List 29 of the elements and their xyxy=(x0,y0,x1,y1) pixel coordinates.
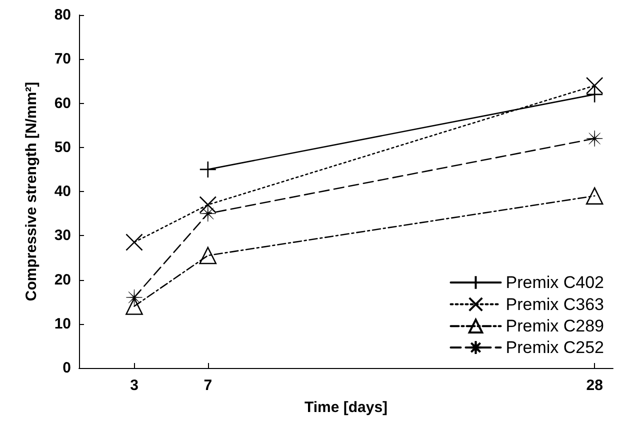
point xyxy=(199,196,217,214)
y-tick-label: 0 xyxy=(62,360,71,376)
x-tick-label: 28 xyxy=(586,377,603,394)
x-axis-title: Time [days] xyxy=(304,399,388,416)
point xyxy=(586,86,604,104)
point xyxy=(586,187,604,205)
y-tick-label: 20 xyxy=(54,271,71,288)
point xyxy=(126,298,143,315)
point xyxy=(200,205,216,222)
legend-label: Premix C252 xyxy=(506,338,604,357)
y-tick-label: 50 xyxy=(54,138,71,156)
y-tick-label: 30 xyxy=(54,227,71,244)
legend-label: Premix C363 xyxy=(506,294,604,314)
x-tick-label: 7 xyxy=(204,377,212,394)
legend-label: Premix C289 xyxy=(506,316,604,336)
point xyxy=(126,289,142,306)
point xyxy=(586,76,604,94)
y-tick-label: 40 xyxy=(54,183,71,200)
point xyxy=(199,246,217,264)
y-tick-label: 70 xyxy=(54,50,71,68)
y-tick-label: 80 xyxy=(54,6,71,24)
point xyxy=(586,130,603,147)
x-tick-label: 3 xyxy=(130,377,138,394)
y-tick-label: 10 xyxy=(54,315,71,332)
y-tick-label: 60 xyxy=(54,94,71,112)
point xyxy=(199,160,217,178)
y-axis-title: Compressive strength [N/mm²] xyxy=(23,82,40,302)
legend-label: Premix C402 xyxy=(506,273,604,292)
point xyxy=(126,234,143,251)
